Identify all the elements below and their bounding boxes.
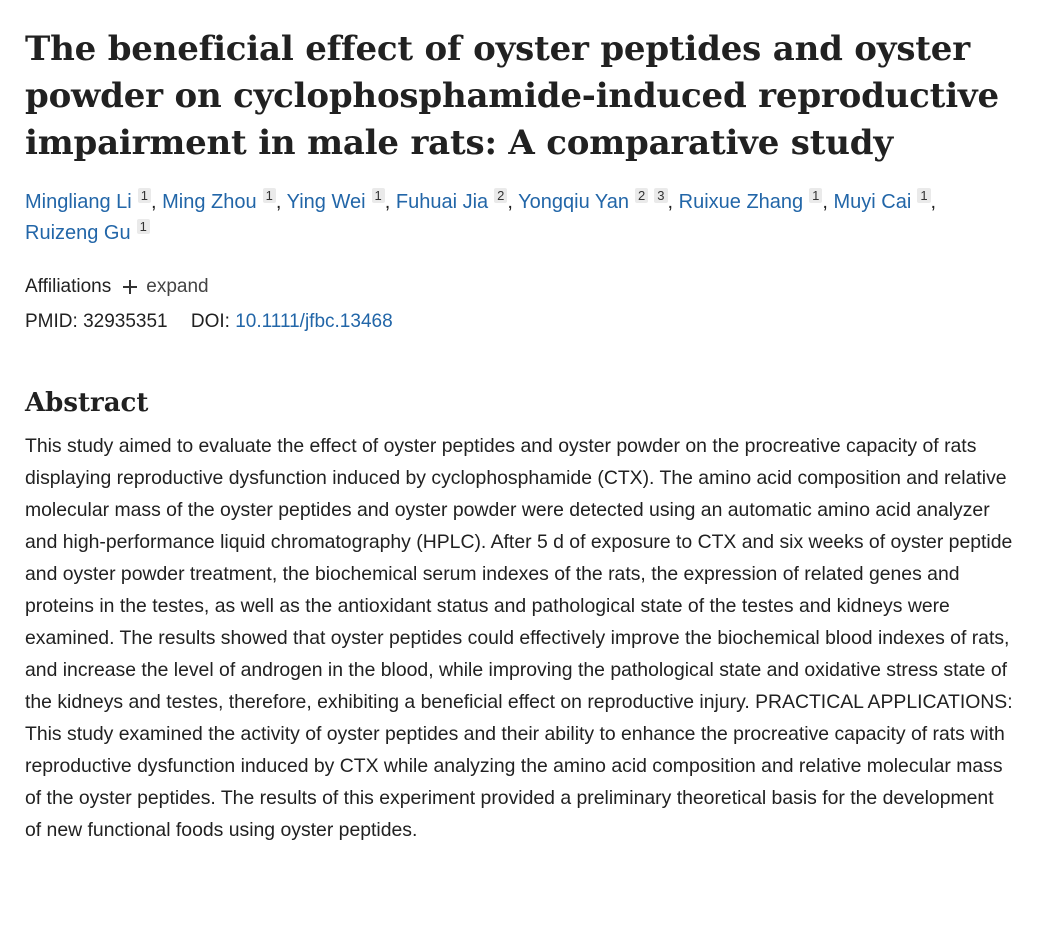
author-entry: Yongqiu Yan 2 3 bbox=[518, 187, 668, 213]
affiliation-badge[interactable]: 2 bbox=[494, 187, 508, 203]
pmid-label: PMID: bbox=[25, 310, 78, 332]
author-entry: Ruizeng Gu 1 bbox=[25, 218, 150, 244]
pmid-value: 32935351 bbox=[83, 310, 168, 332]
author-link[interactable]: Muyi Cai bbox=[833, 190, 912, 213]
plus-icon bbox=[123, 279, 138, 294]
author-link[interactable]: Yongqiu Yan bbox=[518, 190, 630, 213]
article-page: The beneficial effect of oyster peptides… bbox=[25, 26, 1025, 846]
author-separator: , bbox=[507, 190, 519, 213]
doi-label: DOI: bbox=[190, 310, 230, 332]
expand-affiliations-button[interactable]: expand bbox=[123, 273, 209, 301]
affiliation-badge[interactable]: 1 bbox=[809, 187, 823, 203]
doi-link[interactable]: 10.1111/jfbc.13468 bbox=[235, 310, 393, 332]
author-separator: , bbox=[384, 190, 396, 213]
author-separator: , bbox=[150, 190, 163, 213]
abstract-heading: Abstract bbox=[25, 387, 149, 418]
author-list: Mingliang Li 1, Ming Zhou 1, Ying Wei 1, Fu… bbox=[25, 187, 1025, 249]
author-separator: , bbox=[822, 190, 834, 213]
expand-label: expand bbox=[146, 275, 209, 297]
article-title: The beneficial effect of oyster peptides… bbox=[25, 29, 999, 163]
author-link[interactable]: Fuhuai Jia bbox=[395, 190, 489, 213]
affiliations-label: Affiliations bbox=[25, 275, 112, 297]
author-link[interactable]: Mingliang Li bbox=[25, 190, 132, 213]
affiliation-badge[interactable]: 2 bbox=[635, 187, 649, 203]
author-entry: Ruixue Zhang 1 bbox=[678, 187, 823, 213]
author-entry: Ying Wei 1 bbox=[286, 187, 385, 213]
affiliations-row: Affiliations expand bbox=[25, 273, 1025, 301]
affiliation-badge[interactable]: 1 bbox=[917, 187, 931, 203]
author-entry: Mingliang Li 1 bbox=[25, 187, 151, 213]
author-link[interactable]: Ying Wei bbox=[286, 190, 366, 213]
author-link[interactable]: Ruixue Zhang bbox=[678, 190, 804, 213]
author-separator: , bbox=[930, 190, 937, 213]
author-entry: Fuhuai Jia 2 bbox=[395, 187, 508, 213]
affiliation-badge[interactable]: 1 bbox=[262, 187, 276, 203]
affiliation-badge[interactable]: 3 bbox=[654, 187, 668, 203]
abstract-text: This study aimed to evaluate the effect … bbox=[25, 434, 1013, 841]
author-entry: Muyi Cai 1 bbox=[833, 187, 931, 213]
affiliation-badge[interactable]: 1 bbox=[137, 187, 151, 203]
identifiers-row: PMID: 32935351 DOI: 10.1111/jfbc.13468 bbox=[25, 308, 1025, 336]
author-separator: , bbox=[275, 190, 287, 213]
author-entry: Ming Zhou 1 bbox=[162, 187, 276, 213]
author-link[interactable]: Ming Zhou bbox=[162, 190, 257, 213]
author-separator: , bbox=[667, 190, 679, 213]
author-link[interactable]: Ruizeng Gu bbox=[25, 221, 131, 244]
affiliation-badge[interactable]: 1 bbox=[371, 187, 385, 203]
affiliation-badge[interactable]: 1 bbox=[136, 218, 150, 234]
